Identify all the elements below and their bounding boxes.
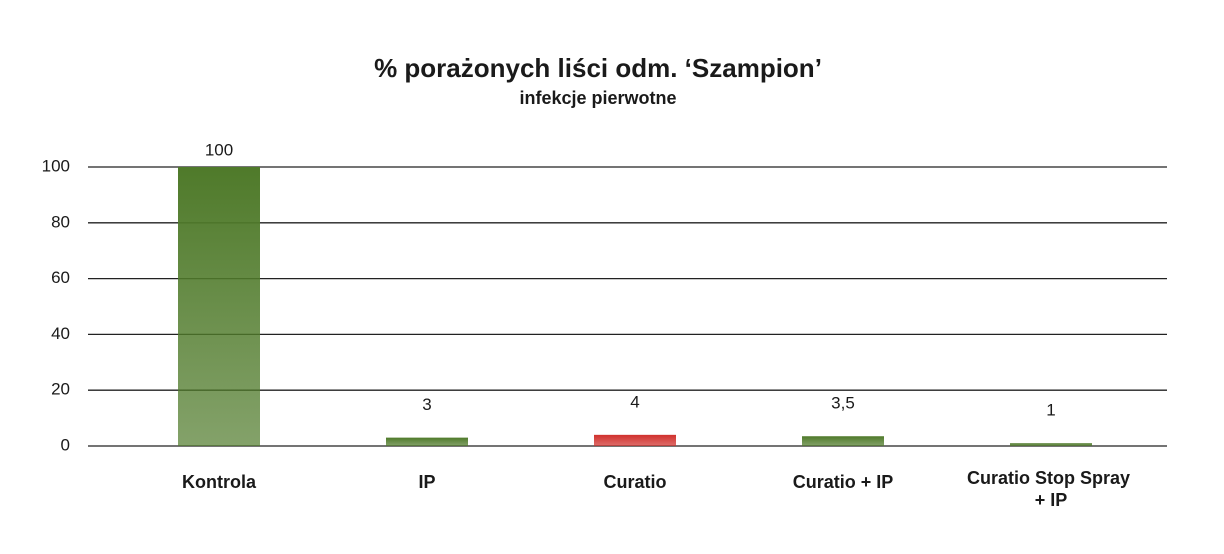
bar (178, 167, 260, 446)
value-label: 3 (422, 395, 431, 414)
bar (802, 436, 884, 446)
y-tick-label: 60 (51, 268, 70, 287)
y-tick-label: 40 (51, 324, 70, 343)
x-tick-label: Curatio (604, 472, 667, 492)
value-label: 100 (205, 140, 233, 159)
chart-title: % porażonych liści odm. ‘Szampion’ (374, 53, 822, 83)
y-tick-label: 20 (51, 380, 70, 399)
bar (386, 437, 468, 446)
x-tick-label: Curatio + IP (793, 472, 894, 492)
value-label: 4 (630, 392, 639, 411)
chart-subtitle: infekcje pierwotne (519, 88, 676, 108)
bar (594, 434, 676, 446)
x-tick-label: Kontrola (182, 472, 257, 492)
y-tick-label: 80 (51, 212, 70, 231)
y-tick-label: 100 (42, 156, 70, 175)
x-tick-label: IP (418, 472, 435, 492)
value-label: 3,5 (831, 394, 855, 413)
x-tick-label: Curatio Stop Spray + IP (967, 468, 1135, 510)
y-tick-label: 0 (61, 435, 70, 454)
bar (1010, 443, 1092, 446)
value-label: 1 (1046, 401, 1055, 420)
